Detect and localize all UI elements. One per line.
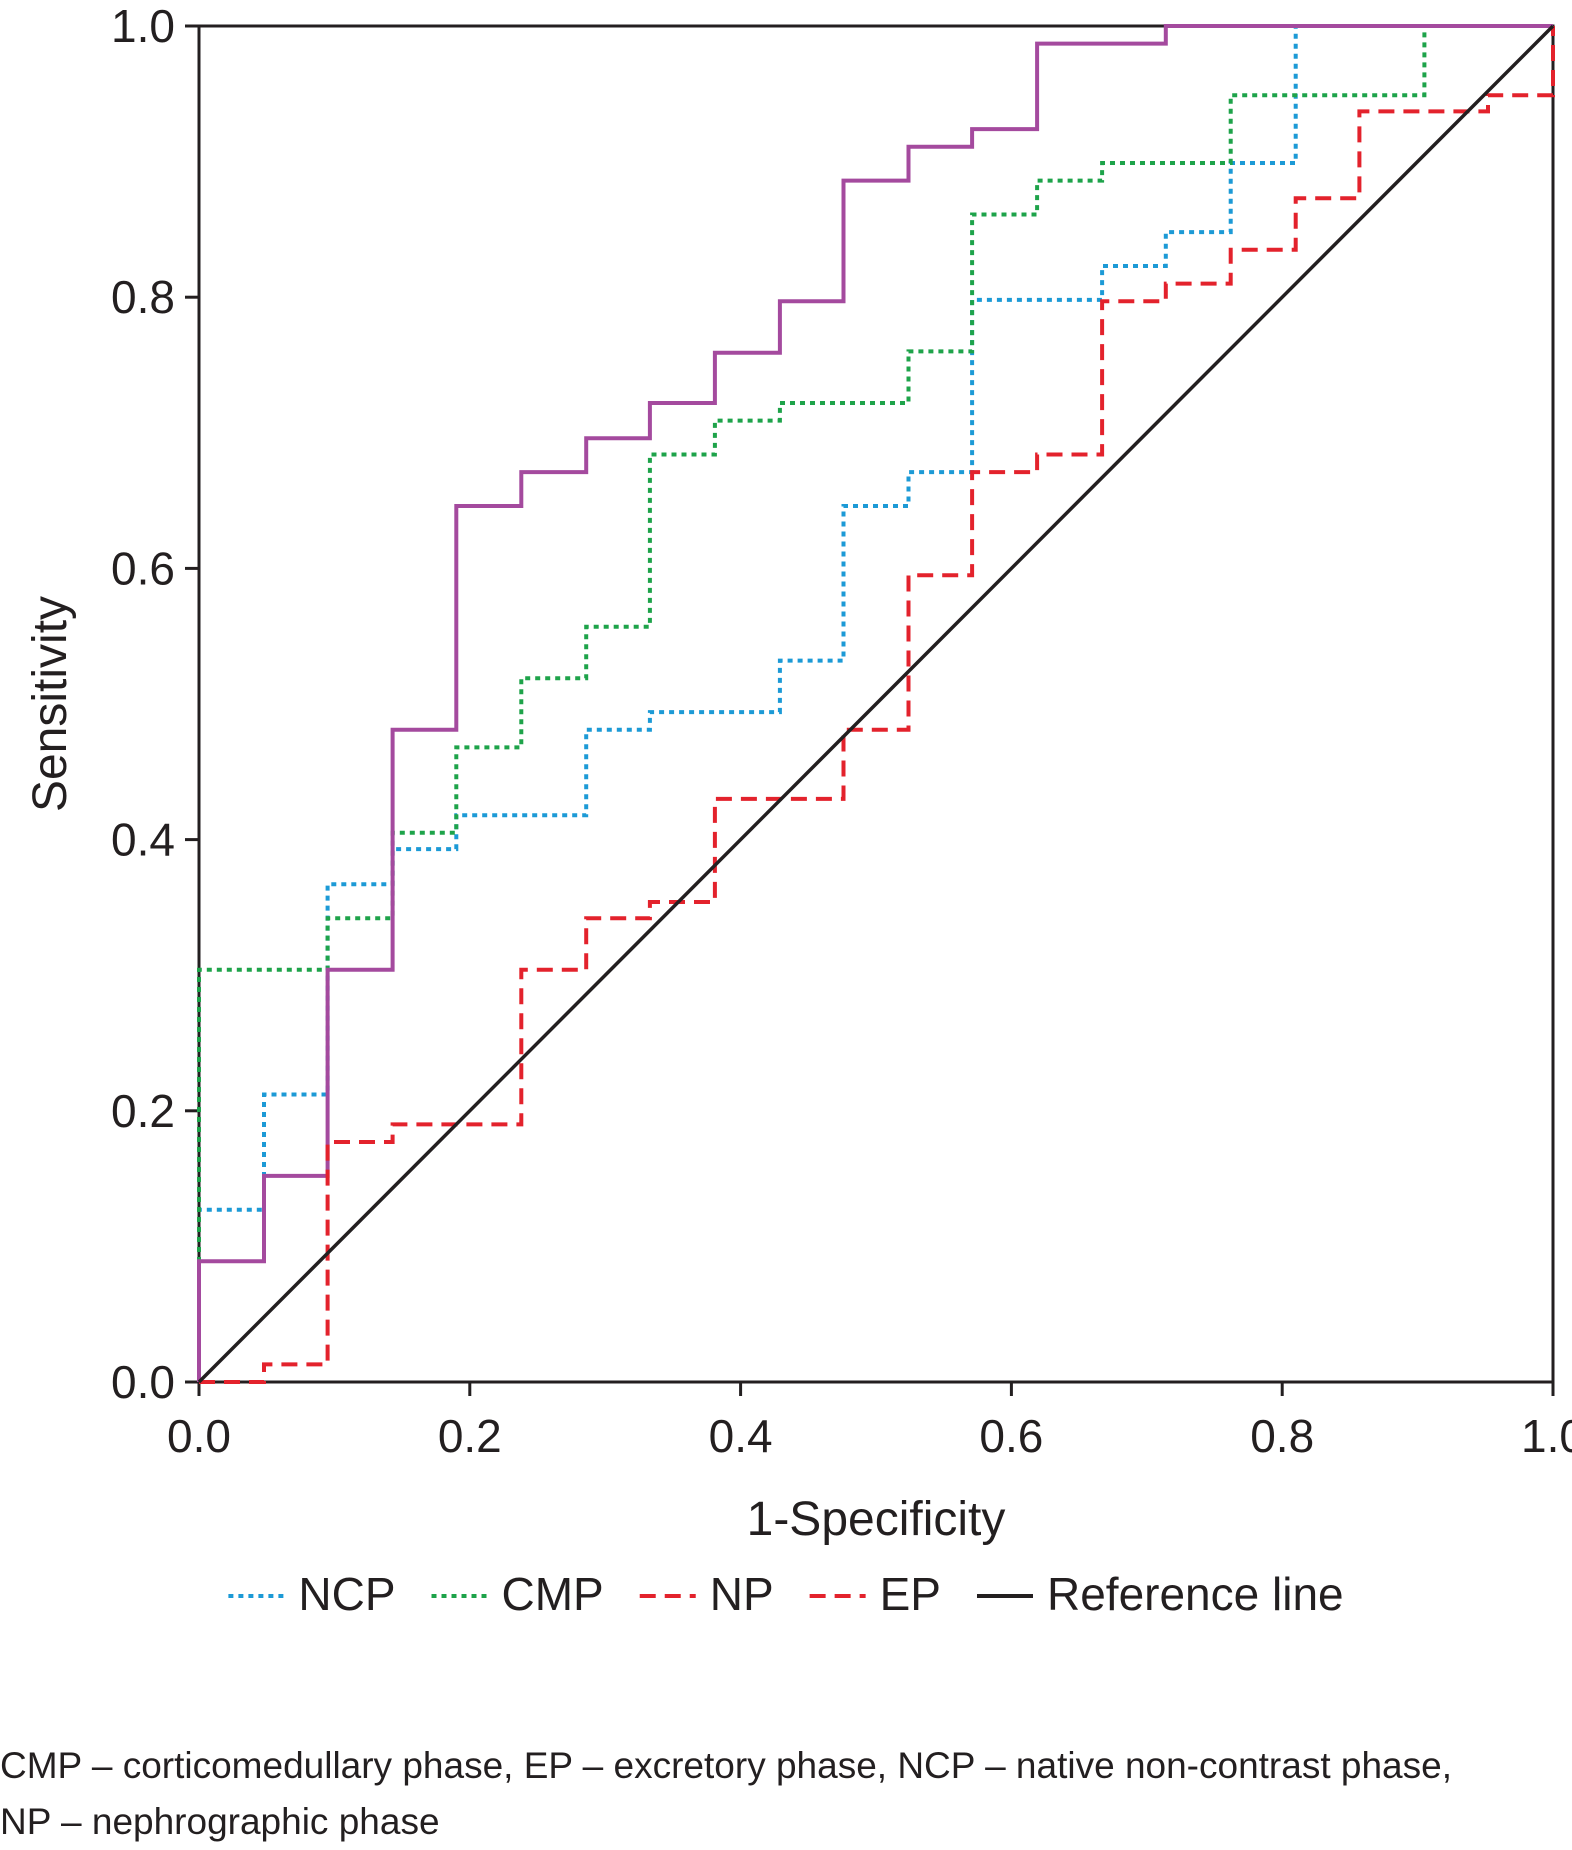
legend-label-np: NP [710, 1568, 774, 1620]
figure-caption: CMP – corticomedullary phase, EP – excre… [0, 1738, 1572, 1850]
x-tick-label: 0.8 [1250, 1410, 1314, 1462]
x-tick-label: 0.0 [167, 1410, 231, 1462]
y-tick-label: 0.4 [111, 814, 175, 866]
x-tick-label: 0.6 [979, 1410, 1043, 1462]
series-line-reference-line [197, 24, 1555, 1384]
series-line-np [197, 24, 1553, 1382]
x-tick-label: 0.4 [709, 1410, 773, 1462]
x-tick-label: 0.2 [438, 1410, 502, 1462]
caption-line-1: CMP – corticomedullary phase, EP – excre… [0, 1745, 1452, 1786]
y-axis-title: Sensitivity [24, 596, 77, 812]
y-tick-label: 0.0 [111, 1356, 175, 1408]
series-line-ncp [197, 24, 1553, 1382]
legend-label-cmp: CMP [502, 1568, 604, 1620]
x-axis-title: 1-Specificity [747, 1493, 1006, 1546]
y-tick-label: 0.8 [111, 271, 175, 323]
x-tick-label: 1.0 [1521, 1410, 1572, 1462]
y-tick-label: 1.0 [111, 0, 175, 52]
legend-label-ep: EP [880, 1568, 941, 1620]
roc-chart-svg: 0.0 0.2 0.4 0.6 0.8 1.0 0.0 0.2 0.4 0.6 0.8 1.0 1-Sp… [24, 0, 1572, 1620]
plot-frame [197, 24, 1555, 1384]
series-line-ep [199, 26, 1555, 1384]
legend-label-reference-line: Reference line [1047, 1568, 1344, 1620]
y-tick-label: 0.2 [111, 1085, 175, 1137]
y-tick-label: 0.6 [111, 542, 175, 594]
roc-chart: 0.0 0.2 0.4 0.6 0.8 1.0 0.0 0.2 0.4 0.6 0.8 1.0 1-Sp… [24, 0, 1572, 1620]
caption-line-2: NP – nephrographic phase [0, 1801, 440, 1842]
legend-label-ncp: NCP [298, 1568, 395, 1620]
